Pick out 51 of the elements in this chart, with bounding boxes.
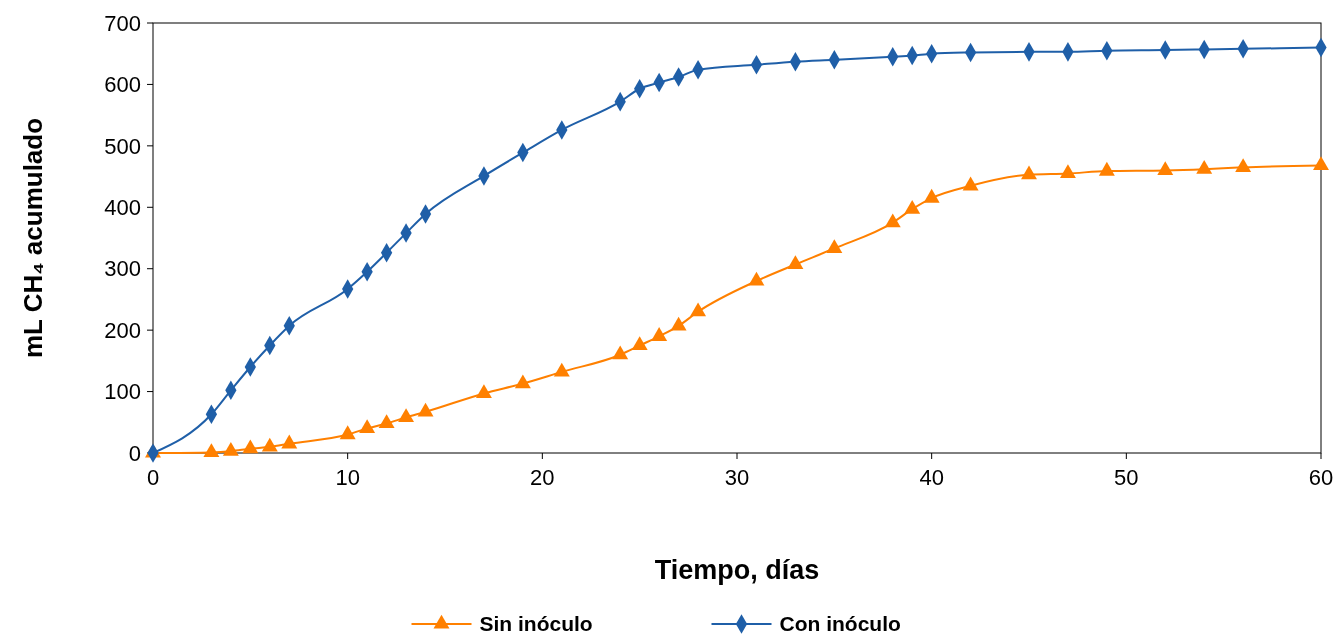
x-axis-title: Tiempo, días: [654, 555, 820, 585]
point: [553, 362, 570, 377]
point: [281, 434, 298, 449]
point: [417, 402, 434, 417]
point: [1196, 160, 1213, 174]
point: [670, 316, 687, 331]
legend-label: Sin inóculo: [479, 612, 593, 636]
point: [826, 239, 843, 254]
point: [1313, 156, 1329, 171]
point: [203, 443, 220, 457]
point: [475, 384, 492, 399]
point: [1021, 165, 1037, 180]
point: [1059, 164, 1076, 179]
y-tick-label: 300: [104, 256, 141, 282]
point: [612, 345, 629, 360]
y-axis-title: mL CH₄ acumulado: [18, 117, 48, 359]
point: [631, 336, 648, 351]
point: [261, 437, 278, 452]
point: [222, 441, 239, 456]
legend-label: Con inóculo: [779, 612, 901, 636]
y-tick-label: 600: [104, 72, 141, 98]
point: [884, 213, 901, 228]
point: [1157, 161, 1174, 176]
point: [904, 199, 921, 214]
y-tick-label: 500: [104, 133, 141, 159]
y-tick-label: 400: [104, 194, 141, 220]
y-tick-label: 0: [128, 440, 141, 466]
point: [359, 419, 376, 434]
point: [962, 176, 979, 191]
point: [339, 425, 356, 440]
x-tick-label: 40: [919, 465, 944, 490]
x-tick-label: 50: [1114, 465, 1139, 490]
y-tick-label: 200: [104, 317, 141, 343]
point: [514, 374, 531, 389]
x-tick-label: 30: [724, 465, 750, 490]
point: [398, 408, 415, 422]
point: [1235, 158, 1252, 172]
point: [923, 188, 940, 203]
point: [242, 439, 259, 454]
point: [1098, 161, 1115, 176]
x-tick-label: 10: [335, 465, 360, 490]
x-tick-label: 0: [146, 465, 160, 490]
point: [748, 271, 765, 286]
point: [787, 255, 804, 270]
y-tick-label: 700: [104, 10, 141, 36]
point: [378, 414, 395, 429]
point: [651, 327, 668, 341]
point: [690, 302, 707, 317]
x-tick-label: 60: [1308, 465, 1334, 490]
y-tick-label: 100: [104, 379, 141, 405]
x-tick-label: 20: [530, 465, 555, 490]
